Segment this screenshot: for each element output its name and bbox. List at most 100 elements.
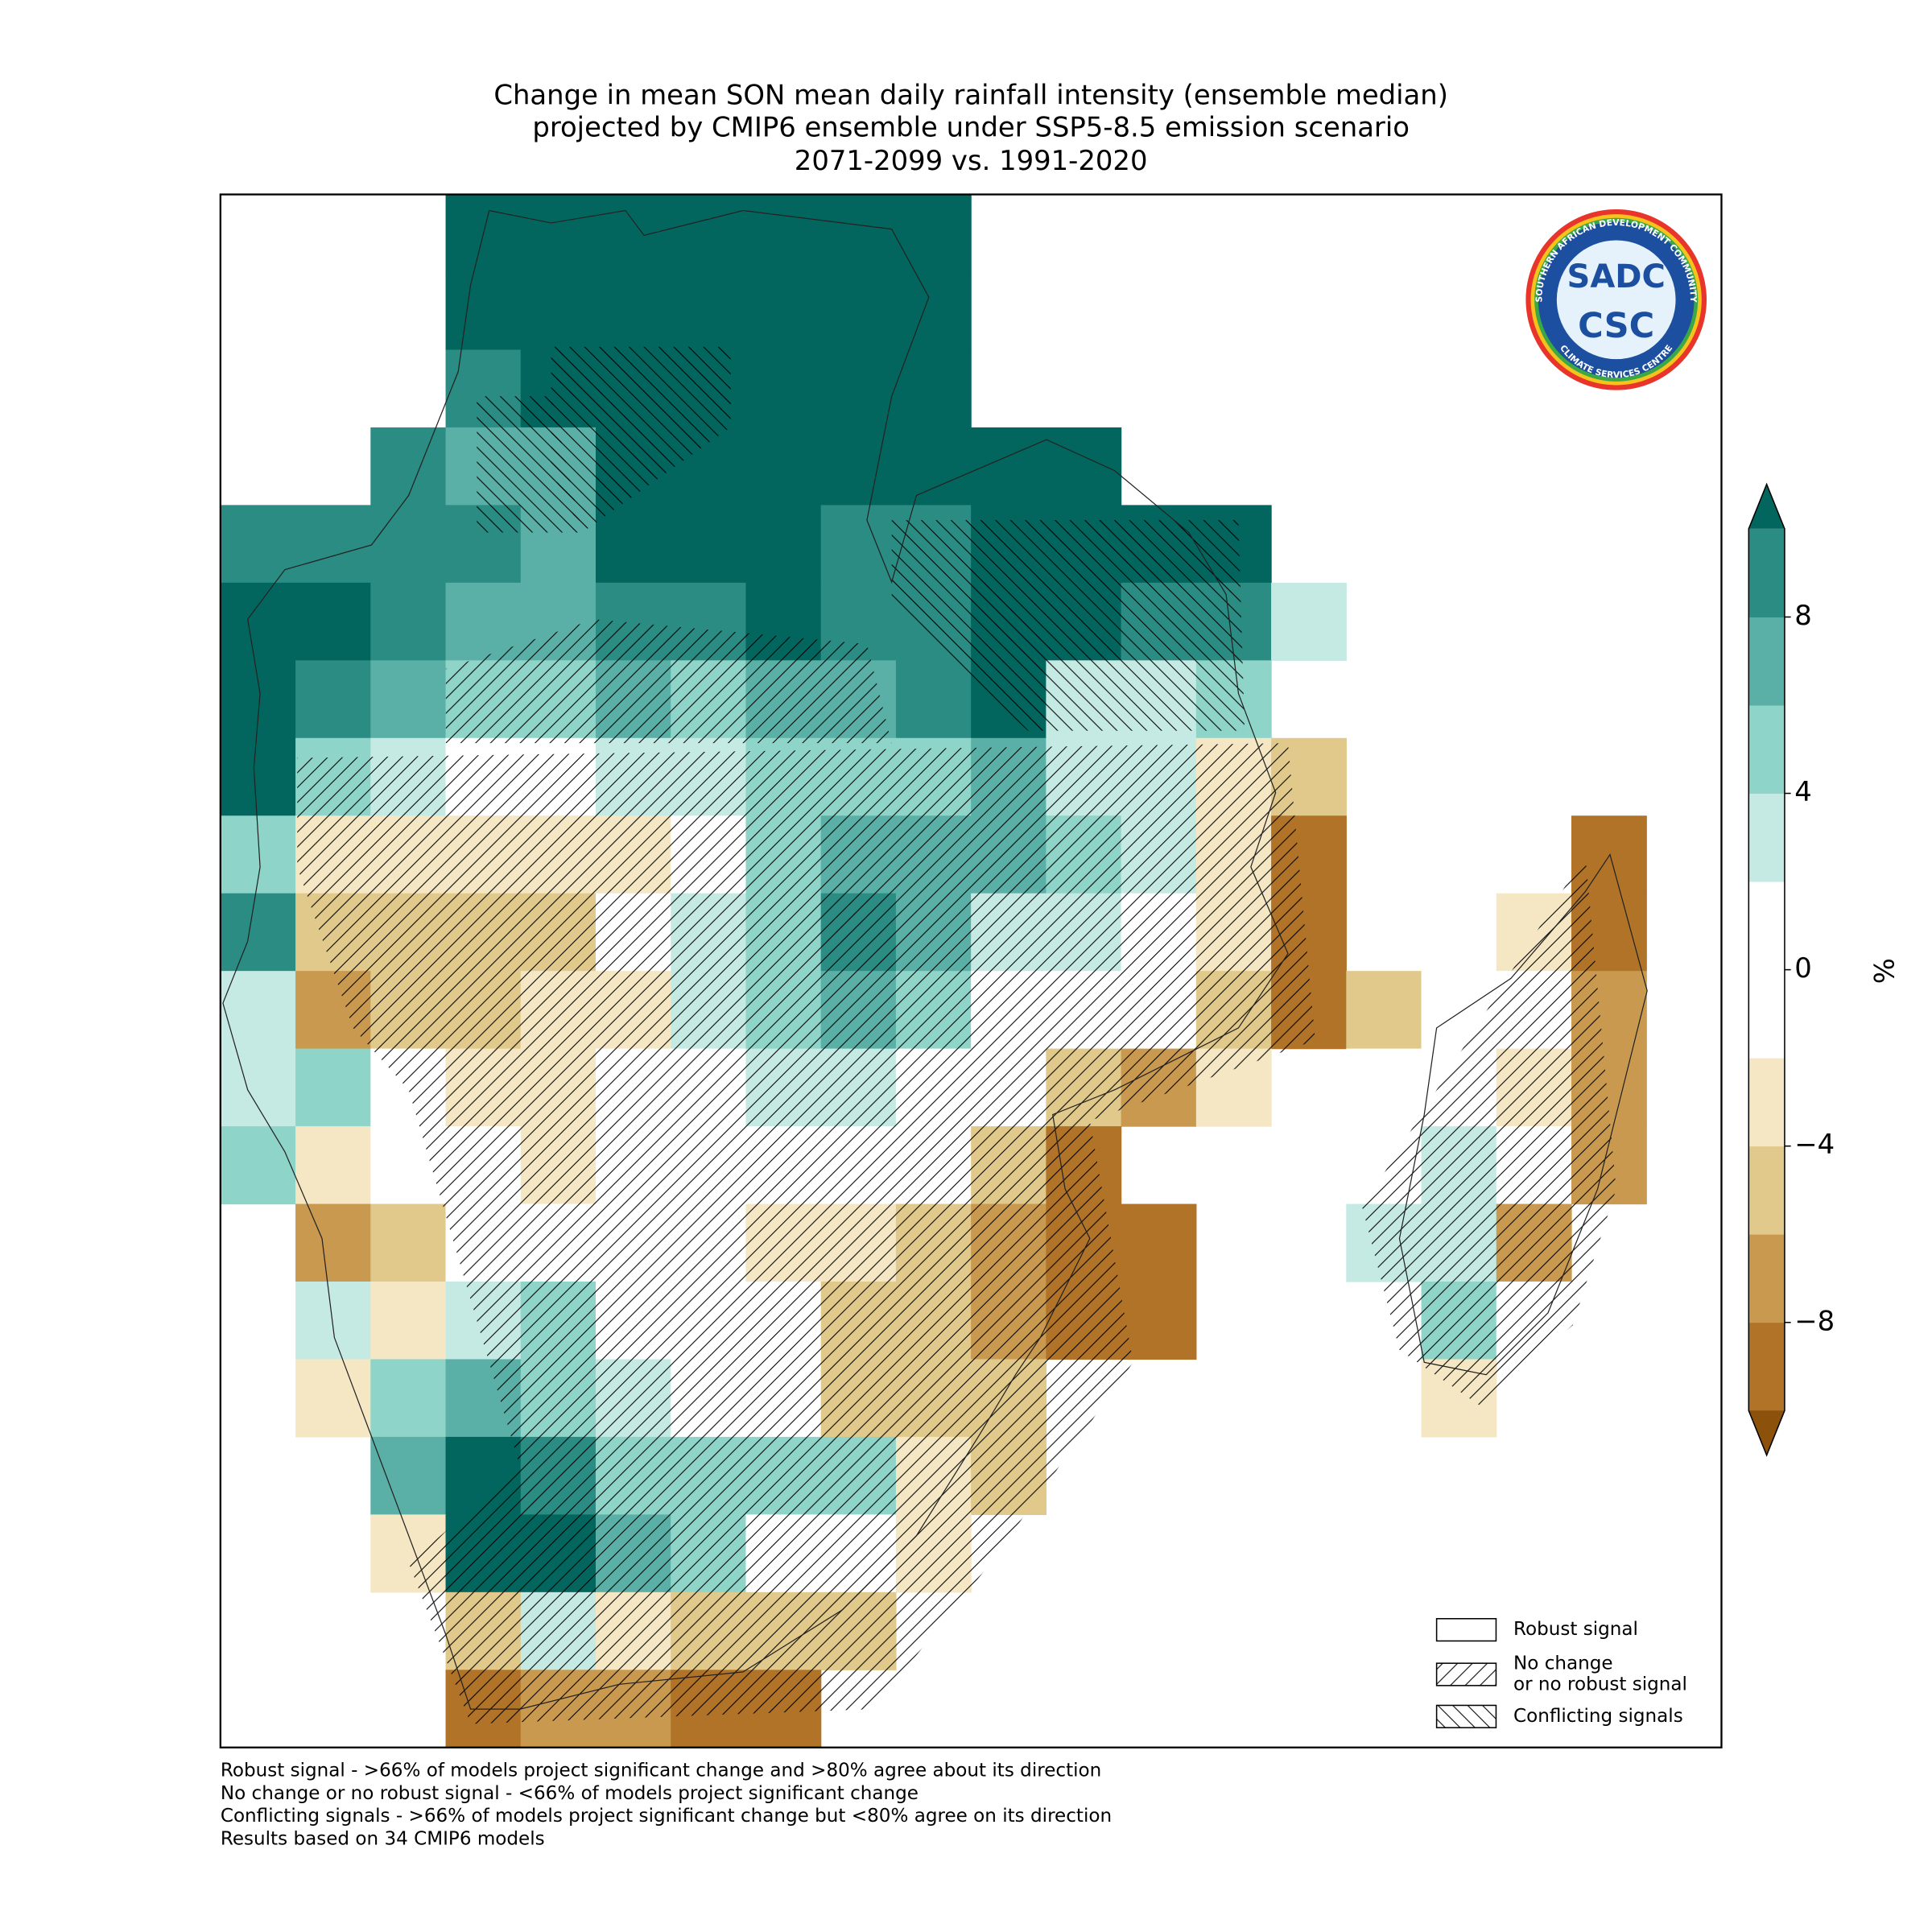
grid-cell	[295, 582, 371, 661]
grid-cell	[295, 660, 371, 739]
grid-cell	[520, 194, 597, 273]
grid-cell	[820, 505, 897, 584]
colorbar-extend-bottom	[1748, 1410, 1785, 1455]
footnote: Conflicting signals - >66% of models pro…	[221, 1806, 1112, 1827]
grid-cell	[370, 582, 447, 661]
grid-cell	[596, 505, 671, 584]
grid-cell	[895, 660, 972, 739]
colorbar: 8 4 0 −4 −8	[1748, 482, 1835, 1457]
grid-cell	[745, 272, 822, 351]
colorbar-bin	[1748, 1058, 1785, 1147]
colorbar-outline	[1748, 482, 1785, 1457]
colorbar-tick-label: 4	[1794, 776, 1812, 807]
legend-label: or no robust signal	[1513, 1674, 1687, 1695]
colorbar-bin	[1748, 1322, 1785, 1411]
grid-cell	[895, 272, 972, 351]
grid-cell	[295, 1203, 371, 1282]
no-change-hatch	[297, 743, 1315, 1724]
legend-label: Conflicting signals	[1513, 1706, 1683, 1727]
colorbar-bin	[1748, 617, 1785, 706]
footnotes: Robust signal - >66% of models project s…	[221, 1761, 1112, 1850]
grid-cell	[220, 1048, 296, 1127]
logo-center	[1556, 240, 1676, 360]
grid-cell	[1271, 582, 1347, 661]
grid-cell	[1121, 1282, 1197, 1360]
grid-cell	[295, 505, 371, 584]
coastline	[222, 209, 1289, 1710]
grid-cell	[295, 1126, 371, 1205]
grid-cell	[220, 582, 296, 661]
footnote: No change or no robust signal - <66% of …	[221, 1783, 919, 1804]
grid-cell	[971, 427, 1046, 506]
grid-cell	[671, 194, 747, 273]
logo-bottom: CSC	[1578, 306, 1654, 346]
no-change-hatch	[1362, 854, 1616, 1406]
title-line: 2071-2099 vs. 1991-2020	[795, 145, 1148, 176]
colorbar-bin	[1748, 1146, 1785, 1235]
colorbar-tick-label: −8	[1794, 1305, 1835, 1336]
hatching	[297, 346, 1616, 1724]
grid-cell	[745, 505, 822, 584]
grid-cell	[895, 349, 972, 428]
map-frame	[219, 193, 1723, 1748]
legend-swatch	[1435, 1704, 1497, 1728]
grid-cell	[820, 194, 897, 273]
colorbar-label: %	[1869, 958, 1901, 984]
conflicting-hatch	[477, 396, 583, 533]
title-line: projected by CMIP6 ensemble under SSP5-8…	[532, 111, 1410, 142]
grid-cell	[370, 505, 447, 584]
no-change-hatch	[445, 619, 892, 744]
footnote: Robust signal - >66% of models project s…	[221, 1761, 1101, 1781]
colorbar-bin	[1748, 528, 1785, 617]
colorbar-bin	[1748, 705, 1785, 795]
logo: SOUTHERN AFRICAN DEVELOPMENT COMMUNITY C…	[1525, 209, 1707, 390]
grid-cell	[220, 893, 296, 972]
grid-cell	[370, 1282, 447, 1360]
colorbar-bin	[1748, 793, 1785, 882]
grid-cell	[220, 737, 296, 816]
grid-cell	[1346, 971, 1422, 1050]
grid-cell	[745, 427, 822, 506]
grid-cell	[671, 505, 747, 584]
grid-cell	[745, 194, 822, 273]
grid-cell	[1121, 1203, 1197, 1282]
grid-cell	[671, 272, 747, 351]
colorbar-tick-label: 8	[1794, 600, 1812, 631]
grid-cell	[295, 1359, 371, 1438]
grid-cell	[820, 349, 897, 428]
grid-cell	[370, 1436, 447, 1515]
colorbar-tick-label: −4	[1794, 1129, 1835, 1160]
grid-cell	[370, 660, 447, 739]
legend-swatch	[1435, 1662, 1497, 1686]
legend-label: Robust signal	[1513, 1619, 1638, 1640]
colorbar-bin	[1748, 1234, 1785, 1323]
grid-cell	[445, 272, 522, 351]
legend-swatch	[1435, 1618, 1497, 1642]
grid-cell	[370, 427, 447, 506]
conflicting-hatch	[891, 520, 1245, 731]
grid-cell	[295, 1048, 371, 1127]
grid-cell	[370, 1359, 447, 1438]
grid-cell	[445, 582, 522, 661]
colorbar-bin	[1748, 881, 1785, 1059]
grid-cell	[295, 1282, 371, 1360]
grid-cell	[1346, 1048, 1422, 1127]
footnote: Results based on 34 CMIP6 models	[221, 1828, 545, 1849]
grid-cell	[520, 272, 597, 351]
grid-cell	[1046, 427, 1122, 506]
logo-top: SADC	[1567, 258, 1666, 295]
grid-cell	[820, 427, 897, 506]
grid-cell	[745, 349, 822, 428]
grid-cell	[220, 815, 296, 894]
grid-cell	[220, 971, 296, 1050]
grid-cell	[895, 427, 972, 506]
grid-cell	[596, 194, 671, 273]
colorbar-extend-top	[1748, 484, 1785, 529]
colorbar-tick-label: 0	[1794, 952, 1812, 984]
grid-cell	[220, 505, 296, 584]
grid-cell	[370, 1203, 447, 1282]
grid-cell	[220, 660, 296, 739]
grid-cell	[220, 1126, 296, 1205]
